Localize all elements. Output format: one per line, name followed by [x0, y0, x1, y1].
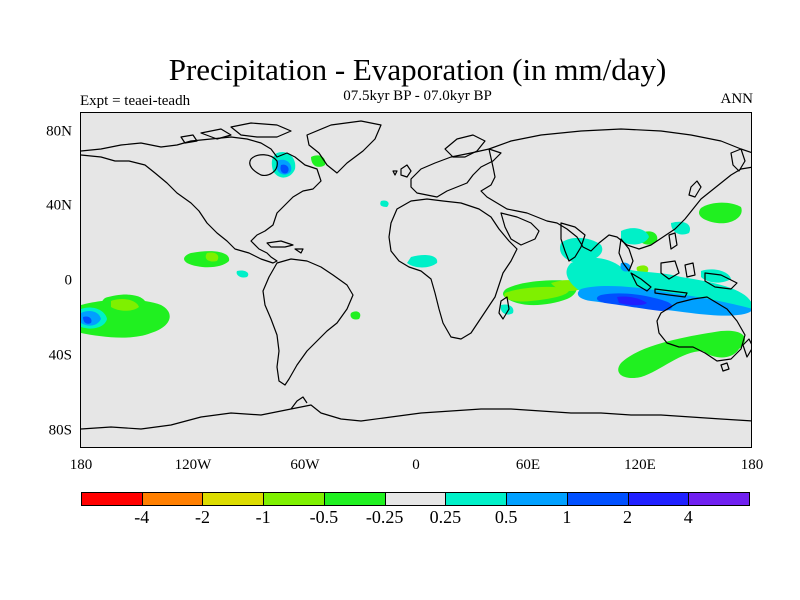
coast-arabia: [500, 212, 540, 246]
patch-blue: [280, 164, 289, 174]
coast-caribbean: [266, 240, 304, 254]
coast-hudson-bay: [249, 154, 278, 176]
legend-tick-label: -4: [134, 507, 150, 527]
legend-color-box: [323, 492, 386, 506]
patch-green: [618, 330, 745, 379]
coast-uk: [392, 164, 412, 178]
lat-label-40s: 40S: [48, 347, 72, 364]
coast-india: [560, 222, 586, 262]
legend-tick-label: 1: [562, 507, 572, 527]
coast-japan: [688, 148, 746, 198]
patch-lightgreen: [504, 286, 570, 302]
anomaly-patches: [81, 151, 751, 379]
patch-lightgreen: [205, 252, 219, 262]
legend-tick-label: 0.25: [429, 507, 462, 527]
coastlines: [81, 120, 751, 430]
coast-north-america: [81, 136, 322, 264]
season-label: ANN: [720, 91, 754, 107]
legend-tick-label: 2: [623, 507, 633, 527]
legend-color-box: [688, 492, 750, 506]
coast-europe: [410, 148, 502, 198]
coast-madagascar: [498, 296, 510, 320]
lat-label-40n: 40N: [46, 197, 72, 214]
legend-color-box: [263, 492, 325, 506]
legend-color-box: [506, 492, 568, 506]
coast-se-asia: [618, 238, 634, 272]
lat-label-80s: 80S: [48, 422, 72, 439]
coast-philippines: [668, 232, 678, 250]
legend-color-box: [445, 492, 508, 506]
legend-tick-label: -0.5: [309, 507, 339, 527]
coast-antarctica: [81, 404, 751, 430]
legend-tick-label: 4: [683, 507, 693, 527]
patch-lightgreen: [111, 299, 139, 311]
legend-color-box: [627, 492, 690, 506]
patch-green: [350, 311, 361, 320]
legend-tick-label: 0.5: [494, 507, 518, 527]
patch-cyan: [407, 255, 438, 268]
coast-indonesia: [630, 260, 738, 298]
legend-color-box: [81, 492, 143, 506]
patch-green: [184, 251, 230, 268]
patch-green: [81, 299, 170, 338]
coast-new-zealand: [742, 338, 751, 358]
legend-tick-label: -0.25: [365, 507, 404, 527]
coast-arctic-islands: [180, 122, 292, 144]
lon-label-120w: 120W: [174, 457, 212, 473]
legend-color-box: [566, 492, 629, 506]
coast-australia: [656, 296, 746, 362]
experiment-label: Expt = teaei-teadh: [80, 93, 191, 109]
legend-tick-label: -2: [194, 507, 210, 527]
coast-scandinavia: [444, 134, 486, 158]
coast-tasmania: [720, 362, 730, 372]
patch-darkblue: [617, 296, 647, 306]
coast-south-america: [262, 258, 354, 386]
chart-title: Precipitation - Evaporation (in mm/day): [168, 52, 667, 87]
patch-blue: [83, 316, 92, 324]
patch-cyan: [236, 270, 249, 278]
patch-green: [311, 155, 326, 167]
lat-label-eq: 0: [64, 272, 73, 289]
color-legend: [81, 492, 750, 506]
lon-label-0: 0: [412, 457, 420, 473]
legend-tick-label: -1: [255, 507, 271, 527]
legend-color-box: [141, 492, 204, 506]
map-svg: [81, 120, 751, 430]
legend-color-box: [384, 492, 447, 506]
patch-cyan: [500, 304, 514, 315]
lon-label-60e: 60E: [515, 457, 541, 473]
patch-cyan: [380, 200, 389, 207]
time-range-subtitle: 07.5kyr BP - 07.0kyr BP: [343, 88, 492, 104]
lon-label-180e: 180: [740, 457, 764, 473]
lon-label-60w: 60W: [290, 457, 320, 473]
patch-cyan: [671, 221, 691, 235]
world-map: [80, 112, 752, 448]
coast-greenland: [306, 120, 382, 174]
lon-label-120e: 120E: [624, 457, 656, 473]
patch-cyan: [701, 269, 731, 283]
coast-antarctic-peninsula: [290, 396, 308, 410]
lat-label-80n: 80N: [46, 123, 72, 140]
legend-color-box: [202, 492, 265, 506]
patch-cyan: [621, 228, 649, 245]
patch-cyan: [559, 237, 603, 263]
coast-asia: [480, 128, 751, 252]
patch-green: [698, 202, 742, 224]
coast-africa: [388, 198, 518, 340]
lon-label-180w: 180: [69, 457, 93, 473]
